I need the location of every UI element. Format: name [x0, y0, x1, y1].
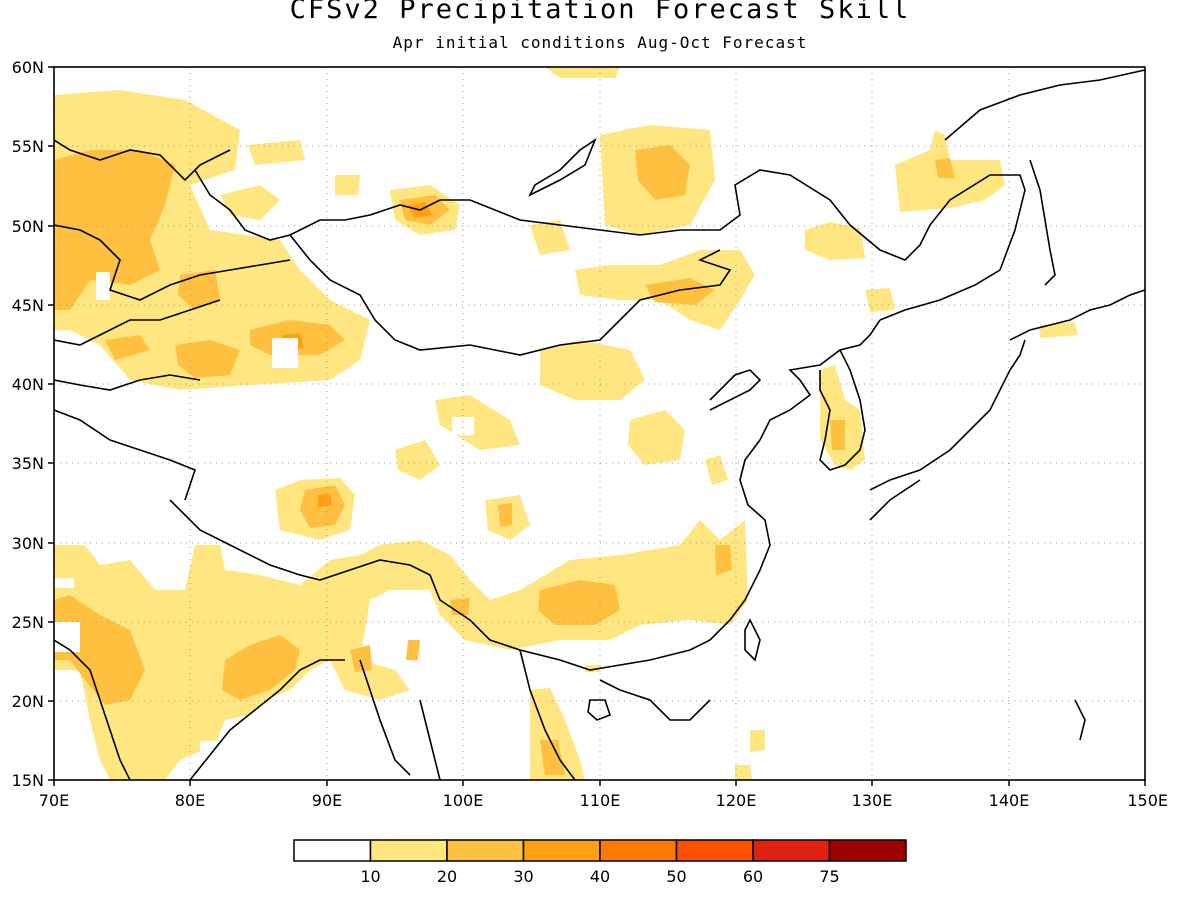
map-subtitle: Apr initial conditions Aug-Oct Forecast: [392, 33, 808, 52]
lat-tick-label: 40N: [12, 375, 44, 394]
lon-tick-label: 100E: [443, 791, 484, 810]
lon-tick-label: 130E: [852, 791, 893, 810]
colorbar-label: 30: [513, 867, 533, 886]
lon-tick-label: 80E: [175, 791, 205, 810]
colorbar-swatch: [522, 839, 601, 862]
colorbar-swatch: [675, 839, 754, 862]
lat-tick-label: 35N: [12, 454, 44, 473]
colorbar-swatch: [446, 839, 525, 862]
lon-tick-label: 140E: [989, 791, 1030, 810]
lat-tick-label: 25N: [12, 613, 44, 632]
colorbar-label: 40: [590, 867, 610, 886]
lat-tick-label: 50N: [12, 217, 44, 236]
lat-tick-label: 45N: [12, 296, 44, 315]
colorbar-label: 75: [819, 867, 839, 886]
lat-tick-labels: 15N 20N 25N 30N 35N 40N 45N 50N 55N 60N: [12, 58, 44, 790]
colorbar: 10 20 30 40 50 60 75: [293, 839, 907, 886]
lon-tick-label: 90E: [312, 791, 342, 810]
map-title: CFSv2 Precipitation Forecast Skill: [289, 0, 911, 25]
lat-tick-label: 55N: [12, 137, 44, 156]
map-grid: [54, 67, 1145, 780]
lon-tick-label: 150E: [1127, 791, 1168, 810]
colorbar-label: 50: [666, 867, 686, 886]
colorbar-label: 60: [743, 867, 763, 886]
lat-tick-label: 15N: [12, 771, 44, 790]
lon-tick-label: 120E: [716, 791, 757, 810]
skill-shading: [54, 67, 1078, 780]
lat-tick-label: 20N: [12, 692, 44, 711]
colorbar-swatch: [293, 839, 372, 862]
lat-tick-label: 30N: [12, 534, 44, 553]
colorbar-swatch: [752, 839, 831, 862]
lon-tick-labels: 70E 80E 90E 100E 110E 120E 130E 140E 150…: [39, 791, 1168, 810]
colorbar-swatch: [828, 839, 907, 862]
lon-tick-label: 110E: [580, 791, 621, 810]
colorbar-label: 20: [437, 867, 457, 886]
coastlines-and-borders: [54, 69, 1145, 780]
colorbar-swatch: [599, 839, 678, 862]
colorbar-swatch: [369, 839, 448, 862]
colorbar-label: 10: [360, 867, 380, 886]
lat-tick-label: 60N: [12, 58, 44, 77]
lon-tick-label: 70E: [39, 791, 69, 810]
